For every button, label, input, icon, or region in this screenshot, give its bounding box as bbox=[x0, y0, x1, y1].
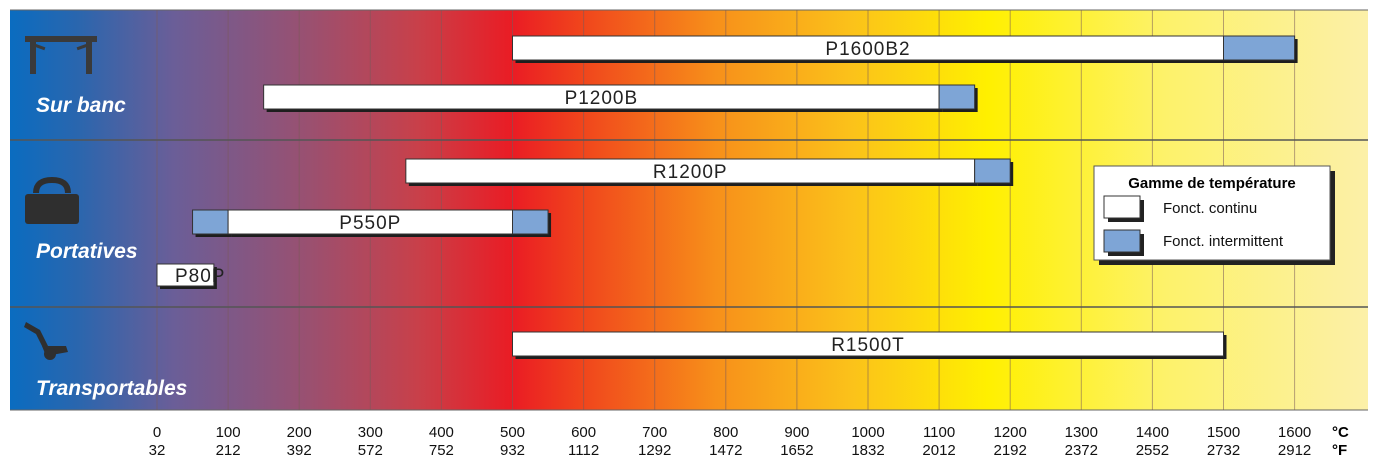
tick-label-f: 932 bbox=[500, 442, 525, 459]
bar-label-p80p: P80P bbox=[175, 266, 225, 287]
tick-label-c: 800 bbox=[713, 424, 738, 441]
tick-label-c: 500 bbox=[500, 424, 525, 441]
bars: P1600B2 P1200B R1200P P550P P80P R1500T bbox=[156, 35, 1298, 359]
group-label-3: Transportables bbox=[36, 377, 187, 400]
tick-label-f: 2192 bbox=[994, 442, 1027, 459]
legend-swatch-continuous bbox=[1103, 195, 1141, 219]
tick-label-c: 200 bbox=[287, 424, 312, 441]
bar-p1200b-intermittent bbox=[938, 84, 976, 110]
bar-r1200p-continuous bbox=[405, 158, 976, 184]
group-label-1: Sur banc bbox=[36, 94, 126, 117]
bar-label-r1500t: R1500T bbox=[831, 335, 905, 356]
bench-icon bbox=[25, 36, 97, 74]
bar-p550p-intermittent-low bbox=[192, 209, 229, 235]
tick-label-c: 1600 bbox=[1278, 424, 1311, 441]
bar-label-r1200p: R1200P bbox=[653, 162, 728, 183]
tick-label-c: 700 bbox=[642, 424, 667, 441]
legend-label-continuous: Fonct. continu bbox=[1163, 200, 1257, 217]
tick-label-f: 572 bbox=[358, 442, 383, 459]
tick-label-c: 0 bbox=[153, 424, 161, 441]
tick-label-f: 2912 bbox=[1278, 442, 1311, 459]
tick-label-f: 2732 bbox=[1207, 442, 1240, 459]
tick-label-f: 1652 bbox=[780, 442, 813, 459]
bar-p1600b2-intermittent bbox=[1223, 35, 1296, 61]
legend-title: Gamme de température bbox=[1128, 175, 1296, 192]
tick-label-c: 300 bbox=[358, 424, 383, 441]
tick-label-c: 1300 bbox=[1065, 424, 1098, 441]
tick-label-f: 752 bbox=[429, 442, 454, 459]
tick-label-f: 32 bbox=[149, 442, 166, 459]
tick-label-f: 1832 bbox=[851, 442, 884, 459]
tick-label-f: 212 bbox=[216, 442, 241, 459]
tick-label-c: 900 bbox=[784, 424, 809, 441]
group-labels: Sur banc Portatives Transportables bbox=[36, 94, 187, 400]
tick-label-f: 2552 bbox=[1136, 442, 1169, 459]
bar-r1200p-intermittent bbox=[974, 158, 1011, 184]
bar-p550p-continuous bbox=[227, 209, 513, 235]
tick-label-f: 2372 bbox=[1065, 442, 1098, 459]
tick-label-c: 1500 bbox=[1207, 424, 1240, 441]
legend: Gamme de température Fonct. continu Fonc… bbox=[1093, 165, 1335, 265]
bar-label-p550p: P550P bbox=[339, 213, 401, 234]
tick-label-f: 2012 bbox=[922, 442, 955, 459]
tick-label-c: 1000 bbox=[851, 424, 884, 441]
unit-fahrenheit: °F bbox=[1332, 442, 1347, 459]
case-icon bbox=[25, 176, 79, 224]
tick-label-c: 1400 bbox=[1136, 424, 1169, 441]
tick-label-f: 1112 bbox=[568, 442, 599, 459]
bar-p1200b-continuous bbox=[263, 84, 940, 110]
group-label-2: Portatives bbox=[36, 240, 138, 263]
bar-label-p1200b: P1200B bbox=[565, 88, 639, 109]
tick-label-c: 400 bbox=[429, 424, 454, 441]
bar-p550p-intermittent bbox=[512, 209, 549, 235]
tick-label-c: 1100 bbox=[923, 424, 955, 441]
bar-label-p1600b2: P1600B2 bbox=[825, 39, 910, 60]
legend-label-intermittent: Fonct. intermittent bbox=[1163, 233, 1284, 250]
tick-label-c: 100 bbox=[216, 424, 241, 441]
tick-label-f: 1292 bbox=[638, 442, 671, 459]
tick-label-f: 1472 bbox=[709, 442, 742, 459]
hand-truck-icon bbox=[24, 322, 68, 360]
tick-label-c: 1200 bbox=[994, 424, 1027, 441]
bar-r1500t-continuous bbox=[512, 331, 1224, 357]
tick-label-f: 392 bbox=[287, 442, 312, 459]
tick-label-c: 600 bbox=[571, 424, 596, 441]
legend-swatch-intermittent bbox=[1103, 229, 1141, 253]
unit-celsius: °C bbox=[1332, 424, 1349, 441]
bar-p80p-continuous bbox=[156, 263, 215, 287]
